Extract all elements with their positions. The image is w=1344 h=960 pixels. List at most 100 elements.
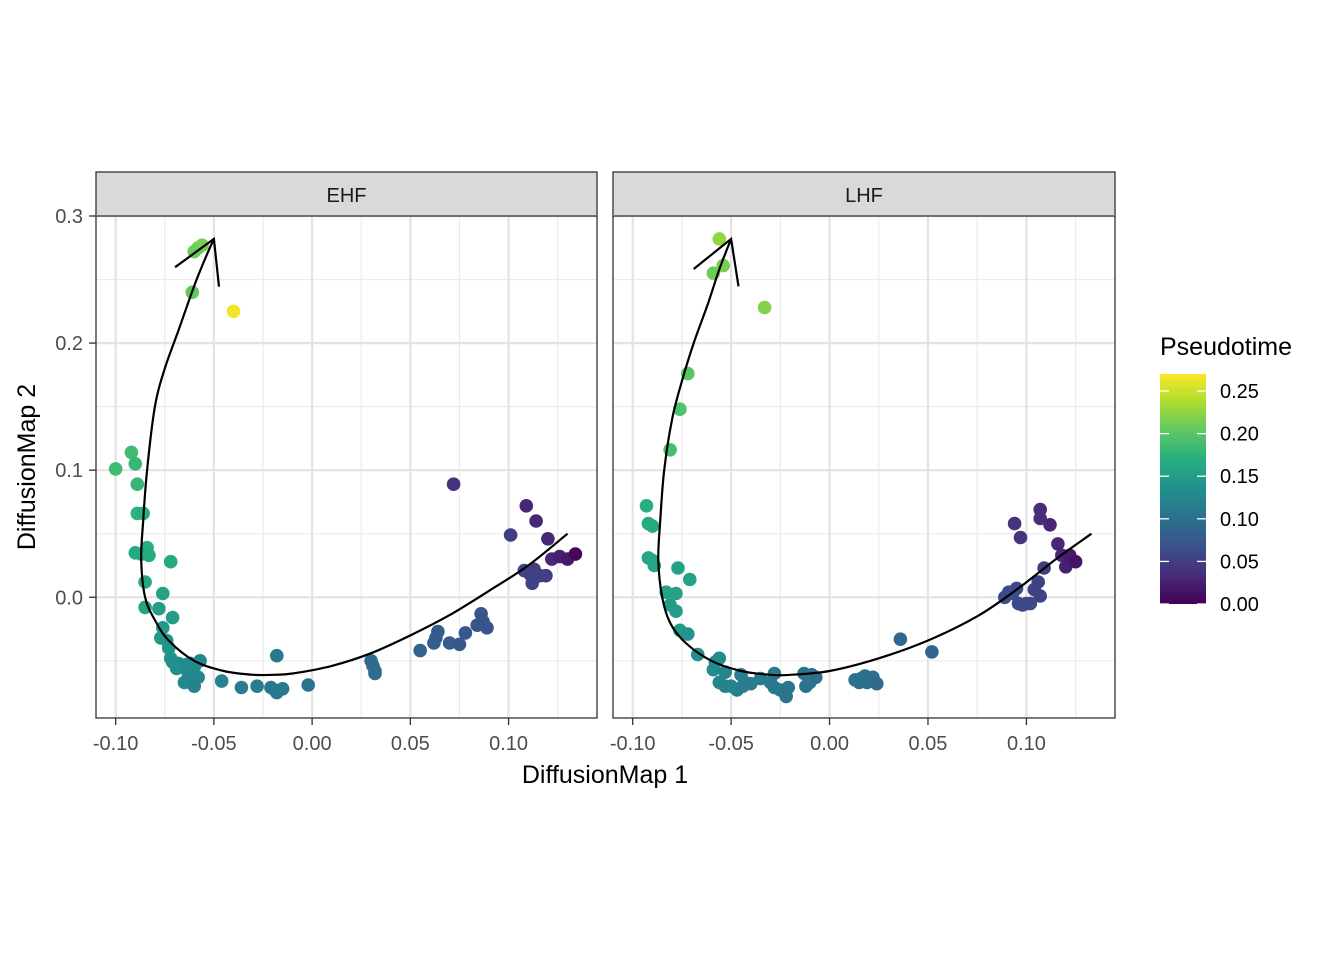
data-point (446, 477, 461, 492)
trajectory-curve (140, 238, 569, 677)
y-tick-label: 0.2 (55, 333, 83, 355)
data-point (270, 648, 284, 663)
legend-title: Pseudotime (1160, 333, 1292, 361)
legend-tick-label: 0.20 (1220, 424, 1259, 446)
data-point (718, 665, 732, 679)
data-point (250, 679, 264, 693)
data-point (431, 624, 445, 639)
x-tick-label: 0.05 (909, 733, 948, 755)
data-point (1043, 518, 1057, 532)
facet-strip-label: LHF (845, 185, 883, 207)
data-point (1068, 554, 1083, 569)
data-point (639, 499, 654, 513)
data-point (165, 610, 180, 625)
data-point (458, 626, 473, 640)
legend-tick-label: 0.10 (1220, 509, 1259, 531)
data-point (480, 621, 494, 635)
x-tick-label: 0.05 (391, 733, 430, 755)
legend-tick-label: 0.05 (1220, 551, 1259, 573)
data-point (226, 304, 241, 319)
data-point (1033, 511, 1047, 526)
panel-background (96, 216, 597, 718)
y-tick-label: 0.1 (55, 460, 83, 482)
data-point (214, 674, 229, 688)
data-point (130, 477, 145, 492)
x-tick-label: 0.00 (810, 733, 849, 755)
data-point (138, 600, 152, 615)
x-tick-label: -0.05 (708, 733, 754, 755)
data-point (442, 636, 457, 650)
data-point (163, 554, 178, 569)
facet-panel-lhf: LHF -0.10 -0.05 0.00 0.05 0.10 (610, 171, 1116, 755)
data-point (108, 462, 123, 476)
data-point (568, 547, 583, 561)
data-point (519, 499, 534, 513)
data-point (128, 457, 143, 471)
data-point (681, 627, 695, 641)
data-point (671, 561, 685, 575)
data-point (757, 300, 772, 315)
data-point (683, 572, 697, 587)
data-point (368, 666, 382, 681)
trajectory-arrowhead (693, 236, 740, 287)
data-point (452, 637, 467, 652)
data-point (138, 575, 152, 589)
data-point (275, 682, 290, 696)
data-point (541, 532, 555, 546)
data-point (767, 666, 782, 681)
data-point (1023, 596, 1038, 611)
data-point (152, 601, 166, 616)
legend-tick-label: 0.00 (1220, 594, 1259, 616)
facet-strip (95, 171, 598, 217)
data-point (669, 604, 683, 618)
x-axis-title: DiffusionMap 1 (522, 761, 688, 789)
data-point (870, 676, 884, 691)
data-point (156, 586, 170, 601)
data-point (234, 680, 249, 695)
legend-tick-label: 0.25 (1220, 381, 1259, 403)
data-point (925, 645, 939, 659)
y-tick-label: 0.3 (55, 206, 83, 228)
data-point (1051, 537, 1065, 551)
data-point (1013, 530, 1028, 545)
data-point (1033, 589, 1047, 603)
y-axis-title: DiffusionMap 2 (13, 384, 41, 550)
x-tick-label: -0.05 (191, 733, 237, 755)
panel-background (613, 216, 1115, 718)
data-point (1031, 575, 1045, 589)
legend-ticks: 0.00 0.05 0.10 0.15 0.20 0.25 (1160, 381, 1259, 616)
data-point (124, 445, 139, 460)
panel-border (612, 215, 1116, 719)
data-point (539, 568, 553, 583)
data-point (503, 528, 518, 542)
x-tick-label: 0.10 (489, 733, 528, 755)
data-point (673, 402, 687, 417)
data-point (781, 680, 795, 695)
legend-colorbar (1160, 374, 1206, 604)
data-point (156, 621, 170, 635)
data-point (529, 514, 543, 528)
data-point (187, 679, 201, 693)
data-point (893, 632, 908, 646)
facet-strip-label: EHF (327, 185, 367, 207)
data-point (645, 519, 660, 533)
data-point (669, 586, 683, 601)
data-point (712, 232, 727, 246)
data-point (474, 607, 488, 621)
x-tick-label: -0.10 (610, 733, 656, 755)
y-tick-label: 0.0 (55, 587, 83, 609)
x-tick-label: 0.00 (293, 733, 332, 755)
x-tick-label: -0.10 (93, 733, 139, 755)
facet-panel-ehf: EHF -0.10 -0.05 0.00 0.05 0.10 0.0 0.1 0.2 0.3 (55, 171, 598, 755)
data-point (1007, 516, 1022, 531)
legend-tick-label: 0.15 (1220, 466, 1259, 488)
trajectory-curve (657, 238, 1093, 677)
data-point (301, 678, 316, 692)
color-legend: Pseudotime 0.00 0.05 0.10 0.15 0.20 0.25 (1160, 333, 1292, 616)
panels-layer: EHF -0.10 -0.05 0.00 0.05 0.10 0.0 0.1 0.2 0.3 LHF… (55, 171, 1116, 755)
panel-border (95, 215, 598, 719)
data-point (706, 662, 721, 677)
x-tick-label: 0.10 (1007, 733, 1046, 755)
data-point (413, 643, 428, 658)
